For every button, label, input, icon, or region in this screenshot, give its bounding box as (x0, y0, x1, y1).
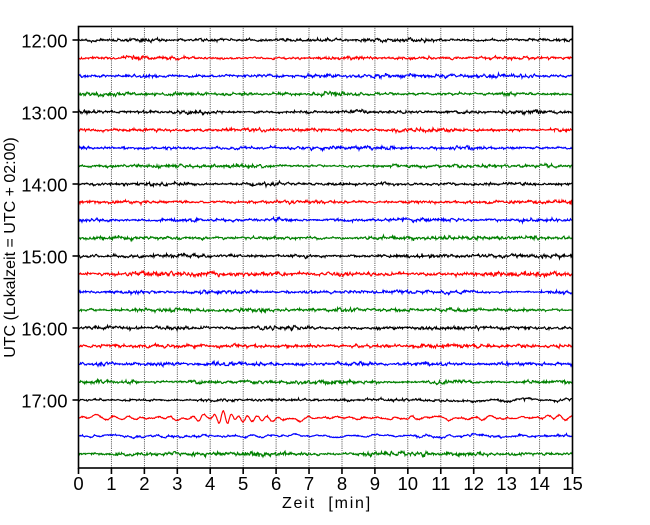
svg-text:12: 12 (463, 473, 484, 494)
svg-text:14:00: 14:00 (21, 174, 67, 195)
svg-text:UTC (Lokalzeit = UTC + 02:00): UTC (Lokalzeit = UTC + 02:00) (2, 137, 19, 358)
svg-text:4: 4 (205, 473, 215, 494)
svg-text:15:00: 15:00 (21, 246, 67, 267)
svg-text:15: 15 (562, 473, 583, 494)
svg-text:3: 3 (172, 473, 182, 494)
svg-text:9: 9 (370, 473, 380, 494)
svg-text:14: 14 (529, 473, 550, 494)
svg-text:10: 10 (398, 473, 419, 494)
svg-text:16:00: 16:00 (21, 318, 67, 339)
svg-text:0: 0 (73, 473, 83, 494)
svg-text:7: 7 (304, 473, 314, 494)
svg-text:8: 8 (337, 473, 347, 494)
svg-text:Zeit [min]: Zeit [min] (282, 495, 372, 512)
svg-text:6: 6 (271, 473, 281, 494)
svg-text:13: 13 (496, 473, 517, 494)
svg-text:13:00: 13:00 (21, 102, 67, 123)
svg-text:12:00: 12:00 (21, 30, 67, 51)
svg-text:17:00: 17:00 (21, 390, 67, 411)
svg-text:2: 2 (139, 473, 149, 494)
svg-text:1: 1 (106, 473, 116, 494)
svg-text:11: 11 (431, 473, 450, 494)
svg-text:5: 5 (238, 473, 248, 494)
